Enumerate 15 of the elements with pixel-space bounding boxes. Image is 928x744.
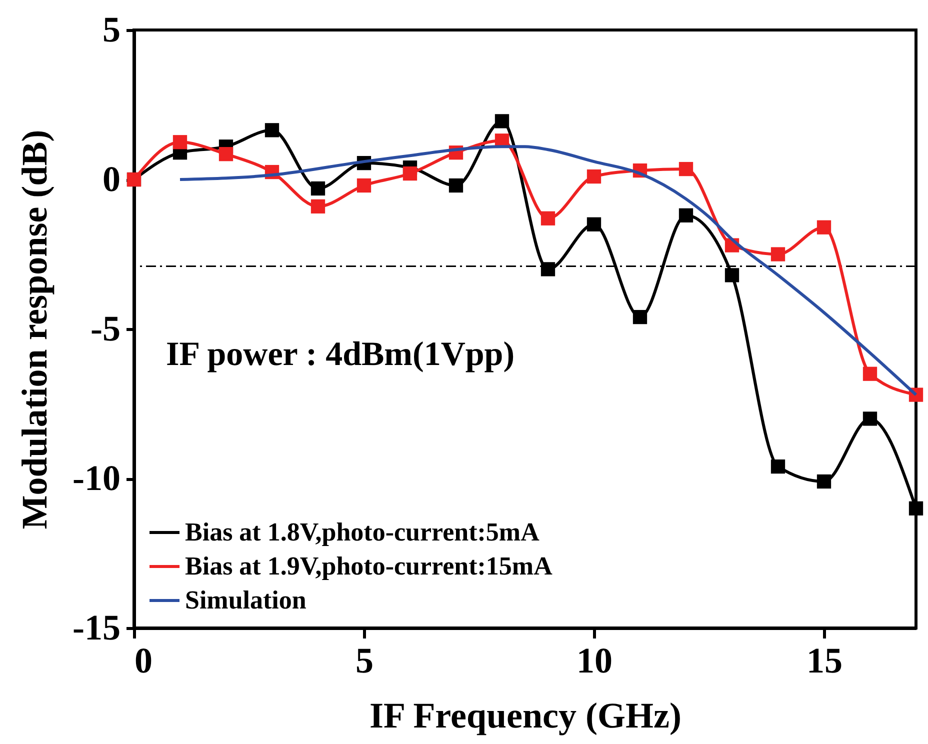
annotation: IF power : 4dBm(1Vpp): [166, 336, 515, 373]
x-tick-label: 15: [806, 640, 842, 680]
legend-label: Bias at 1.9V,photo-current:15mA: [185, 552, 553, 580]
x-tick-label: 5: [356, 640, 374, 680]
y-tick-label: -5: [90, 308, 120, 348]
y-tick-label: -10: [72, 458, 120, 498]
x-axis-title: IF Frequency (GHz): [370, 696, 682, 736]
y-tick-label: -15: [72, 608, 120, 648]
x-tick-label: 0: [134, 640, 152, 680]
y-axis-title: Modulation response (dB): [14, 130, 55, 530]
y-tick-label: 0: [102, 159, 120, 199]
legend-label: Simulation: [185, 586, 307, 614]
legend-label: Bias at 1.8V,photo-current:5mA: [185, 518, 540, 546]
y-tick-label: 5: [102, 10, 120, 50]
x-tick-label: 10: [576, 640, 612, 680]
